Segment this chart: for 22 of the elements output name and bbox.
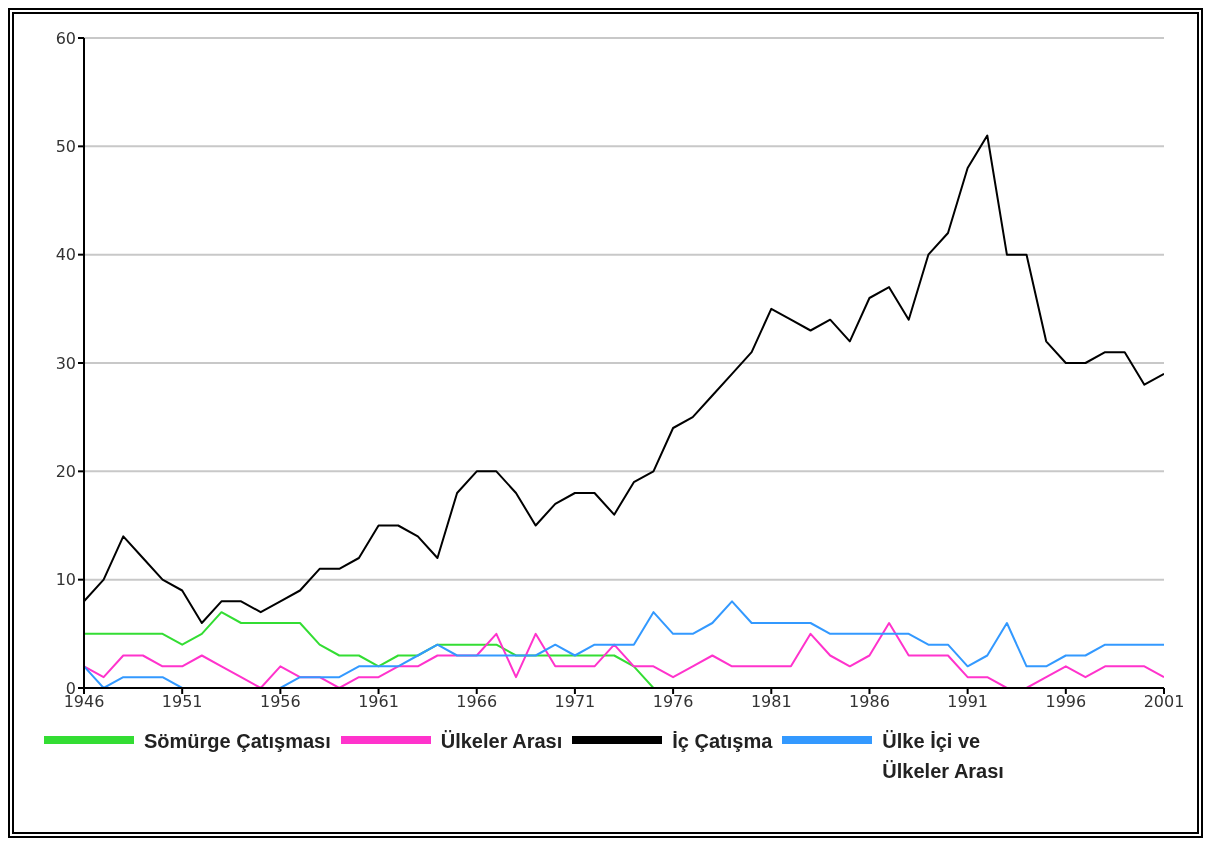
y-tick-label: 10 xyxy=(55,570,76,590)
x-tick-label: 1956 xyxy=(260,692,301,712)
legend-label: Ülkeler Arası xyxy=(440,729,563,754)
x-tick-label: 1961 xyxy=(358,692,399,712)
y-tick-label: 20 xyxy=(55,462,76,482)
legend-label: Sömürge Çatışması xyxy=(144,729,331,754)
line-series xyxy=(84,611,655,688)
x-tick-label: 1966 xyxy=(456,692,498,712)
x-tick-label: 1951 xyxy=(161,692,203,712)
x-tick-label: 1991 xyxy=(947,692,988,712)
x-tick-label: 1981 xyxy=(750,692,792,712)
x-tick-label: 1976 xyxy=(652,692,694,712)
x-tick-label: 1996 xyxy=(1045,692,1087,712)
x-tick-label: 2001 xyxy=(1143,692,1185,712)
y-tick-label: 40 xyxy=(55,245,76,265)
y-tick-label: 30 xyxy=(55,353,76,373)
y-tick-label: 50 xyxy=(55,137,76,157)
x-tick-label: 1971 xyxy=(554,692,596,712)
y-tick-label: 60 xyxy=(55,28,76,48)
x-tick-label: 1986 xyxy=(849,692,890,712)
legend-label: Ülke İçi ve Ülkeler Arası xyxy=(882,729,1005,784)
legend-label: İç Çatışma xyxy=(672,729,773,754)
